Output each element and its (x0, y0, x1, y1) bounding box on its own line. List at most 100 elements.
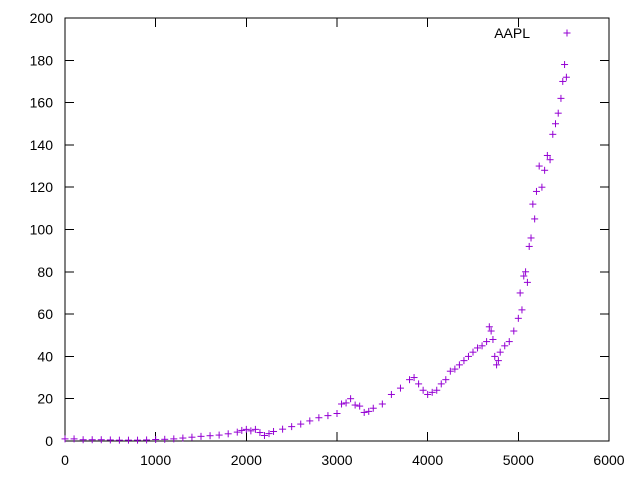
data-point (197, 432, 205, 440)
data-point (97, 436, 105, 444)
data-point (525, 242, 533, 250)
data-point (70, 435, 78, 443)
data-point (474, 344, 482, 352)
data-point (315, 414, 323, 422)
data-point (496, 348, 504, 356)
x-tick-label: 4000 (412, 452, 443, 468)
data-point (179, 434, 187, 442)
data-point (265, 430, 273, 438)
y-tick-label: 60 (37, 306, 53, 322)
data-point (369, 404, 377, 412)
data-point (532, 187, 540, 195)
data-point (251, 425, 259, 433)
data-point (562, 73, 570, 81)
data-point (387, 390, 395, 398)
data-point (247, 427, 255, 435)
data-point (437, 380, 445, 388)
y-tick-label: 40 (37, 348, 53, 364)
data-point (460, 357, 468, 365)
data-point (215, 431, 223, 439)
data-point (433, 386, 441, 394)
data-point (378, 400, 386, 408)
data-point (527, 234, 535, 242)
x-tick-label: 3000 (321, 452, 352, 468)
data-point (543, 151, 551, 159)
data-point (134, 436, 142, 444)
data-point (338, 400, 346, 408)
data-point (491, 352, 499, 360)
x-axis-ticks: 0 1000 2000 3000 4000 5000 6000 (61, 18, 625, 468)
data-point (559, 77, 567, 85)
data-point (61, 435, 69, 443)
data-point (446, 367, 454, 375)
data-point (365, 407, 373, 415)
data-point (487, 327, 495, 335)
x-tick-label: 6000 (593, 452, 624, 468)
data-point (561, 61, 569, 69)
data-point (297, 420, 305, 428)
data-point (552, 120, 560, 128)
data-point (442, 376, 450, 384)
data-point (529, 200, 537, 208)
data-point (424, 390, 432, 398)
data-point (501, 342, 509, 350)
y-tick-label: 160 (30, 95, 54, 111)
data-point (324, 412, 332, 420)
data-point (538, 183, 546, 191)
data-point (428, 388, 436, 396)
data-point (115, 436, 123, 444)
data-point (396, 384, 404, 392)
data-point (494, 357, 502, 365)
data-point (554, 109, 562, 117)
data-point (549, 130, 557, 138)
data-point (342, 399, 350, 407)
data-point (510, 327, 518, 335)
data-point (152, 436, 160, 444)
y-tick-label: 120 (30, 179, 54, 195)
data-point (541, 166, 549, 174)
data-point (546, 156, 554, 164)
data-point (143, 436, 151, 444)
data-point (260, 432, 268, 440)
data-point (170, 435, 178, 443)
data-point (522, 268, 530, 276)
data-point (270, 427, 278, 435)
data-point (464, 352, 472, 360)
data-point (124, 436, 132, 444)
data-point (493, 361, 501, 369)
data-point (88, 436, 96, 444)
data-point (557, 94, 565, 102)
data-point (516, 289, 524, 297)
data-point (106, 436, 114, 444)
data-point (531, 215, 539, 223)
data-point (419, 386, 427, 394)
data-point (489, 335, 497, 343)
data-point (79, 436, 87, 444)
data-point (406, 376, 414, 384)
legend: AAPL (494, 25, 571, 41)
plot-border (64, 17, 610, 442)
data-point (233, 428, 241, 436)
x-tick-label: 1000 (140, 452, 171, 468)
data-point (188, 433, 196, 441)
y-tick-label: 100 (30, 222, 54, 238)
x-tick-label: 2000 (231, 452, 262, 468)
data-point (469, 348, 477, 356)
data-point (451, 365, 459, 373)
data-point (306, 417, 314, 425)
data-point (224, 430, 232, 438)
y-tick-label: 20 (37, 391, 53, 407)
data-point (523, 278, 531, 286)
data-point (514, 314, 522, 322)
legend-label: AAPL (494, 25, 530, 41)
data-point (485, 323, 493, 331)
data-point (347, 395, 355, 403)
data-point (478, 342, 486, 350)
legend-marker-plus (563, 29, 571, 37)
data-point (351, 401, 359, 409)
data-point (356, 402, 364, 410)
x-tick-label: 5000 (503, 452, 534, 468)
data-point (520, 272, 528, 280)
plot-frame (64, 17, 610, 442)
